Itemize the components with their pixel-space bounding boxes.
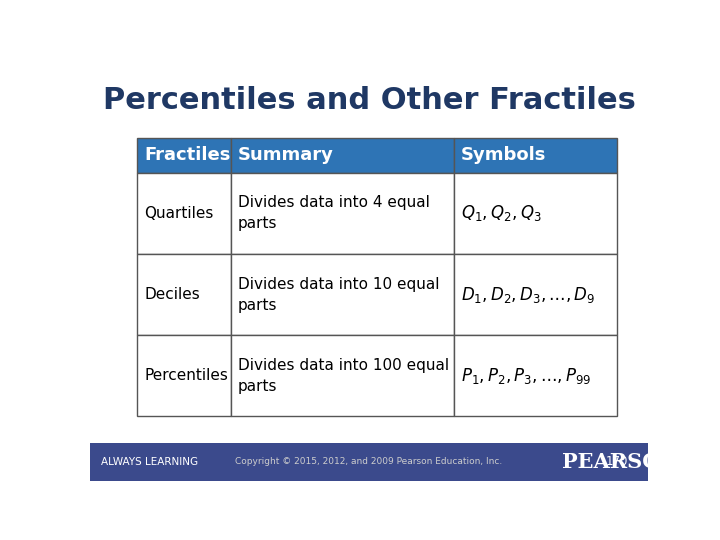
FancyBboxPatch shape bbox=[231, 173, 454, 254]
FancyBboxPatch shape bbox=[138, 138, 231, 173]
FancyBboxPatch shape bbox=[454, 254, 617, 335]
FancyBboxPatch shape bbox=[454, 173, 617, 254]
Text: $Q_1, Q_2, Q_3$: $Q_1, Q_2, Q_3$ bbox=[461, 204, 541, 224]
Text: ALWAYS LEARNING: ALWAYS LEARNING bbox=[101, 457, 198, 467]
Text: Percentiles and Other Fractiles: Percentiles and Other Fractiles bbox=[102, 86, 636, 114]
Text: $P_1, P_2, P_3,\ldots, P_{99}$: $P_1, P_2, P_3,\ldots, P_{99}$ bbox=[461, 366, 591, 386]
Text: Fractiles: Fractiles bbox=[144, 146, 230, 164]
Text: Quartiles: Quartiles bbox=[144, 206, 214, 221]
FancyBboxPatch shape bbox=[138, 335, 231, 416]
FancyBboxPatch shape bbox=[231, 335, 454, 416]
Text: Symbols: Symbols bbox=[461, 146, 546, 164]
FancyBboxPatch shape bbox=[454, 138, 617, 173]
FancyBboxPatch shape bbox=[454, 335, 617, 416]
Text: Deciles: Deciles bbox=[144, 287, 200, 302]
FancyBboxPatch shape bbox=[138, 173, 231, 254]
Text: Summary: Summary bbox=[238, 146, 333, 164]
FancyBboxPatch shape bbox=[231, 138, 454, 173]
Text: Divides data into 100 equal
parts: Divides data into 100 equal parts bbox=[238, 357, 449, 394]
Text: Copyright © 2015, 2012, and 2009 Pearson Education, Inc.: Copyright © 2015, 2012, and 2009 Pearson… bbox=[235, 457, 503, 467]
Text: 170: 170 bbox=[606, 455, 629, 468]
FancyBboxPatch shape bbox=[138, 254, 231, 335]
Text: Percentiles: Percentiles bbox=[144, 368, 228, 383]
FancyBboxPatch shape bbox=[231, 254, 454, 335]
Text: $D_1, D_2, D_3,\ldots, D_9$: $D_1, D_2, D_3,\ldots, D_9$ bbox=[461, 285, 595, 305]
FancyBboxPatch shape bbox=[90, 443, 648, 481]
Text: PEARSON: PEARSON bbox=[562, 452, 679, 472]
Text: Divides data into 10 equal
parts: Divides data into 10 equal parts bbox=[238, 276, 439, 313]
Text: Divides data into 4 equal
parts: Divides data into 4 equal parts bbox=[238, 195, 430, 232]
